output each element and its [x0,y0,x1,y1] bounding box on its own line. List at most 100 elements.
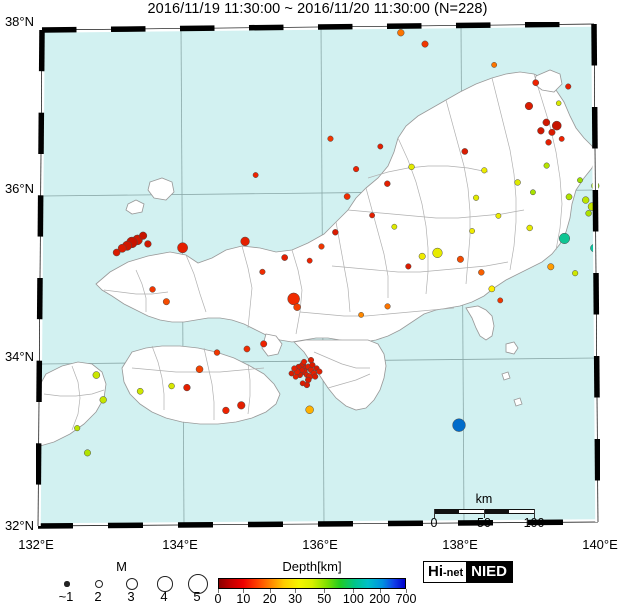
logo-hi-text: Hi [428,562,443,582]
epicenter-marker [137,388,143,394]
depth-tick-label-100: 100 [339,592,367,606]
scale-seg-1 [434,509,459,514]
epicenter-marker [288,293,300,305]
epicenter-marker [397,29,404,36]
lat-label-32: 32°N [0,518,34,533]
epicenter-marker [409,164,415,170]
epicenter-marker [150,286,156,292]
epicenter-marker [544,163,550,169]
epicenter-marker [530,190,535,195]
epicenter-marker [419,253,425,259]
lon-label-134: 134°E [148,537,212,552]
depth-tick-label-10: 10 [229,592,257,606]
epicenter-marker [492,62,497,67]
epicenter-marker [422,41,428,47]
epicenter-marker [306,406,314,414]
epicenter-marker [184,384,191,391]
epicenter-marker [566,194,572,200]
epicenter-marker [74,425,80,431]
epicenter-marker [145,241,152,248]
lat-label-36: 36°N [0,181,34,196]
mag-label-4: 4 [152,589,176,604]
epicenter-marker [556,101,561,106]
scale-seg-2 [459,509,484,514]
logo-net-text: -net [443,563,463,583]
seismicity-map[interactable] [36,22,600,532]
epicenter-marker [515,180,521,186]
epicenter-marker [489,286,495,292]
epicenter-marker [353,166,359,172]
magnitude-legend: M ~1 2 3 4 5 [34,559,209,605]
epicenter-marker [282,255,288,261]
epicenter-marker [344,193,350,199]
epicenter-marker [260,341,266,347]
lat-label-34: 34°N [0,349,34,364]
lon-label-138: 138°E [428,537,492,552]
epicenter-marker [358,312,363,317]
epicenter-marker [548,264,554,270]
depth-tick-label-700: 700 [392,592,420,606]
epicenter-marker [244,346,250,352]
epicenter-marker [572,270,578,276]
depth-colorbar [218,578,406,589]
page-title: 2016/11/19 11:30:00 ~ 2016/11/20 11:30:0… [0,1,635,17]
lat-label-38: 38°N [0,14,34,29]
epicenter-marker [260,269,266,275]
epicenter-marker [469,228,474,233]
depth-legend-title: Depth[km] [212,559,412,574]
epicenter-marker [223,407,230,414]
epicenter-marker [498,298,503,303]
scale-seg-3 [484,509,509,514]
scale-bar-unit: km [424,492,544,506]
epicenter-marker [93,372,100,379]
epicenter-marker [301,359,306,364]
epicenter-marker [406,264,412,270]
epicenter-marker [473,195,479,201]
depth-tick-label-20: 20 [256,592,284,606]
epicenter-marker [482,168,488,174]
epicenter-marker [527,225,533,231]
logo-nied-text: NIED [466,562,512,582]
depth-tick-label-200: 200 [366,592,394,606]
epicenter-marker [543,119,550,126]
epicenter-marker [552,121,561,130]
epicenter-marker [113,249,120,256]
epicenter-marker [319,244,325,250]
epicenter-marker [559,136,564,141]
epicenter-marker [214,350,220,356]
epicenter-marker [196,366,203,373]
epicenter-marker [317,369,323,375]
epicenter-marker [537,127,544,134]
scale-num-100: 100 [518,516,550,530]
epicenter-marker [294,304,301,311]
epicenter-marker [177,243,187,253]
izu-islet-3 [514,398,522,406]
epicenter-marker [433,248,443,258]
mag-label-2: 2 [86,589,110,604]
epicenter-marker [312,374,318,380]
epicenter-marker [546,139,552,145]
depth-tick-label-50: 50 [310,592,338,606]
epicenter-marker [525,102,533,110]
mag-label-1: ~1 [54,589,78,604]
epicenter-marker [457,256,463,262]
epicenter-marker [586,210,592,216]
depth-tick-label-0: 0 [204,592,232,606]
epicenter-marker [163,298,169,304]
epicenter-marker [292,366,298,372]
epicenter-marker [308,357,314,363]
scale-seg-4 [509,509,534,514]
epicenter-marker [577,178,582,183]
epicenter-marker [462,148,468,154]
magnitude-symbol-approx1 [64,581,69,586]
epicenter-marker [533,80,539,86]
epicenter-marker [392,224,397,229]
epicenter-marker [300,381,305,386]
epicenter-marker [139,232,147,240]
map-canvas [36,22,600,532]
epicenter-marker [100,396,107,403]
epicenter-marker [385,304,391,310]
hinet-nied-logo: Hi-net NIED [423,561,513,583]
epicenter-marker [369,213,374,218]
